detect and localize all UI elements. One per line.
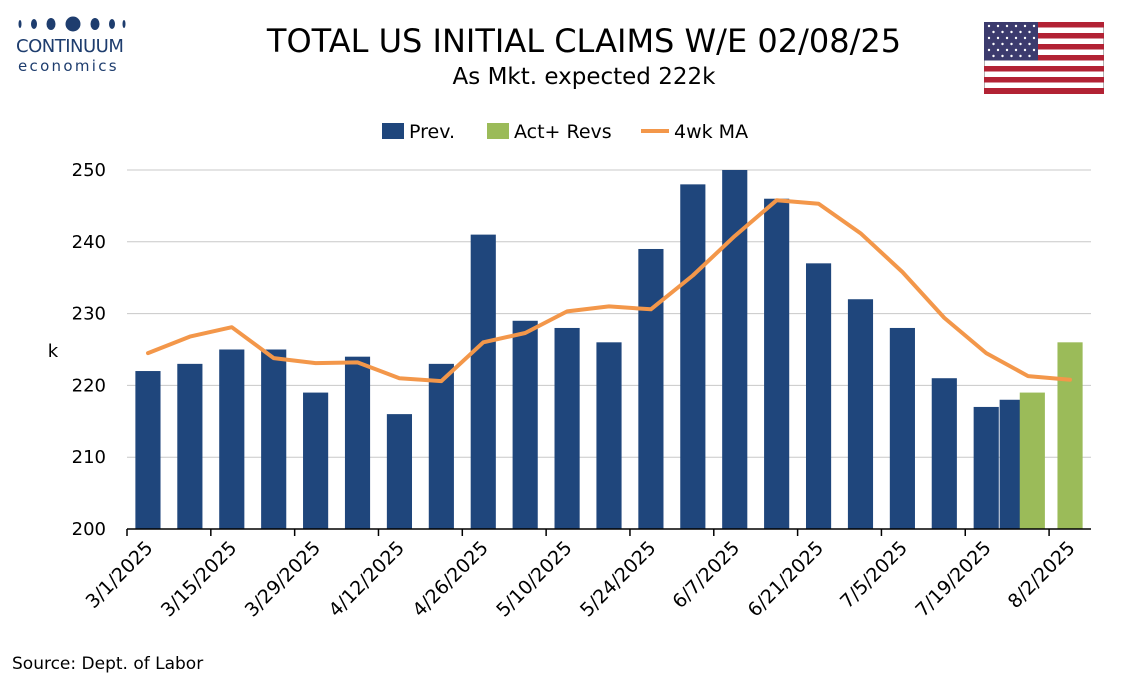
source-note: Source: Dept. of Labor	[12, 654, 204, 674]
legend-swatch	[487, 123, 509, 139]
bar-prev	[135, 371, 161, 529]
legend-label: Act+ Revs	[514, 121, 612, 143]
bar-prev	[470, 234, 496, 529]
bar-prev	[973, 406, 999, 529]
bar-prev	[889, 327, 915, 529]
bar-prev	[303, 392, 329, 529]
x-tick-label: 5/24/2025	[576, 537, 660, 621]
x-tick-label: 5/10/2025	[492, 537, 576, 621]
x-tick-label: 7/5/2025	[836, 537, 912, 613]
bar-prev	[596, 342, 622, 529]
line-4wk-ma	[146, 198, 1072, 384]
y-tick-label: 230	[72, 304, 106, 325]
bar-prev	[428, 363, 454, 529]
bar-prev	[805, 263, 832, 529]
y-axis-label: k	[48, 341, 59, 362]
y-tick-label: 240	[72, 232, 106, 253]
bar-prev	[847, 299, 874, 529]
y-tick-label: 210	[72, 447, 106, 468]
x-tick-label: 7/19/2025	[911, 537, 995, 621]
legend-label: 4wk MA	[674, 121, 748, 143]
logo-dots-icon	[18, 16, 126, 32]
bar-act	[1057, 342, 1083, 529]
bar-prev	[722, 170, 748, 529]
bar-prev	[512, 320, 538, 529]
logo-name: CONTINUUM	[16, 36, 124, 57]
legend-swatch	[382, 123, 404, 139]
bar-prev	[680, 184, 706, 530]
bar-prev	[931, 378, 957, 529]
bar-prev	[219, 349, 245, 529]
continuum-logo: CONTINUUM economics	[12, 14, 137, 76]
x-tick-label: 4/26/2025	[408, 537, 492, 621]
bar-prev	[261, 349, 287, 529]
x-tick-label: 4/12/2025	[325, 537, 409, 621]
us-flag-icon	[984, 22, 1104, 94]
bar-prev	[764, 198, 790, 529]
chart-title: TOTAL US INITIAL CLAIMS W/E 02/08/25	[266, 22, 902, 60]
legend-label: Prev.	[409, 121, 455, 143]
y-tick-label: 250	[72, 160, 106, 181]
bar-act	[1019, 392, 1045, 529]
bar-prev	[177, 363, 203, 529]
bar-prev	[638, 248, 664, 530]
x-tick-label: 3/15/2025	[157, 537, 241, 621]
x-tick-label: 6/21/2025	[744, 537, 828, 621]
logo-subtitle: economics	[18, 57, 119, 75]
y-tick-label: 200	[72, 519, 106, 540]
bar-prev	[554, 327, 580, 529]
x-tick-label: 6/7/2025	[668, 537, 744, 613]
x-tick-label: 3/1/2025	[82, 537, 158, 613]
bar-prev	[386, 414, 413, 529]
x-tick-label: 8/2/2025	[1004, 537, 1080, 613]
bar-prev	[344, 356, 371, 529]
chart-subtitle: As Mkt. expected 222k	[452, 64, 716, 90]
x-tick-label: 3/29/2025	[241, 537, 325, 621]
y-tick-label: 220	[72, 375, 106, 396]
